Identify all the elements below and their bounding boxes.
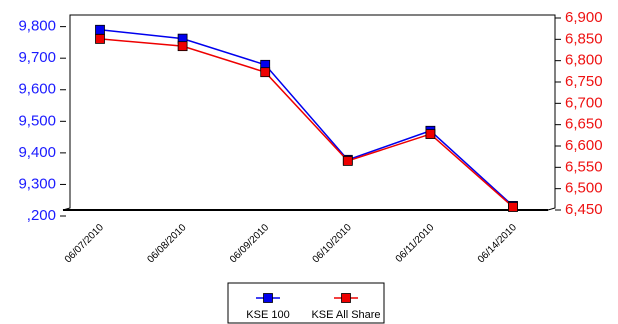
- y2-tick-label: 6,850: [565, 30, 603, 47]
- legend-marker: [263, 293, 273, 303]
- x-tick-label: 06/14/2010: [476, 222, 519, 265]
- marker: [177, 41, 188, 52]
- legend-label: KSE 100: [246, 309, 289, 321]
- y-tick-label: 9,700: [18, 49, 56, 66]
- plot-frame: [62, 14, 556, 211]
- marker: [95, 24, 105, 35]
- series-line: [99, 38, 514, 208]
- y-tick-label: ,200: [27, 207, 56, 224]
- series-line: [99, 29, 514, 207]
- y2-tick-label: 6,550: [565, 158, 603, 175]
- y-tick-label: 9,300: [18, 175, 56, 192]
- y2-tick-label: 6,900: [565, 9, 603, 26]
- x-tick-label: 06/11/2010: [394, 222, 437, 265]
- x-tick-label: 06/07/2010: [63, 222, 106, 265]
- marker: [260, 67, 271, 78]
- y-tick-label: 9,600: [18, 81, 56, 98]
- x-tick-label: 06/09/2010: [228, 222, 271, 265]
- y2-tick-label: 6,650: [565, 116, 603, 133]
- y-tick-label: 9,400: [18, 144, 56, 161]
- marker: [508, 202, 518, 212]
- y-tick-label: 9,800: [18, 18, 56, 35]
- y2-tick-label: 6,600: [565, 137, 603, 154]
- marker: [425, 129, 436, 139]
- y2-tick-label: 6,500: [565, 180, 603, 197]
- x-tick-label: 06/08/2010: [145, 222, 188, 265]
- legend: [227, 282, 385, 324]
- y2-tick-label: 6,700: [565, 94, 603, 111]
- y2-tick-label: 6,800: [565, 52, 603, 69]
- x-tick-label: 06/10/2010: [311, 222, 354, 265]
- marker: [95, 34, 105, 44]
- legend-marker: [341, 293, 351, 303]
- marker: [342, 156, 353, 166]
- y2-tick-label: 6,750: [565, 73, 603, 90]
- y-tick-label: 9,500: [18, 112, 56, 129]
- y2-tick-label: 6,450: [565, 201, 603, 218]
- legend-label: KSE All Share: [311, 309, 380, 321]
